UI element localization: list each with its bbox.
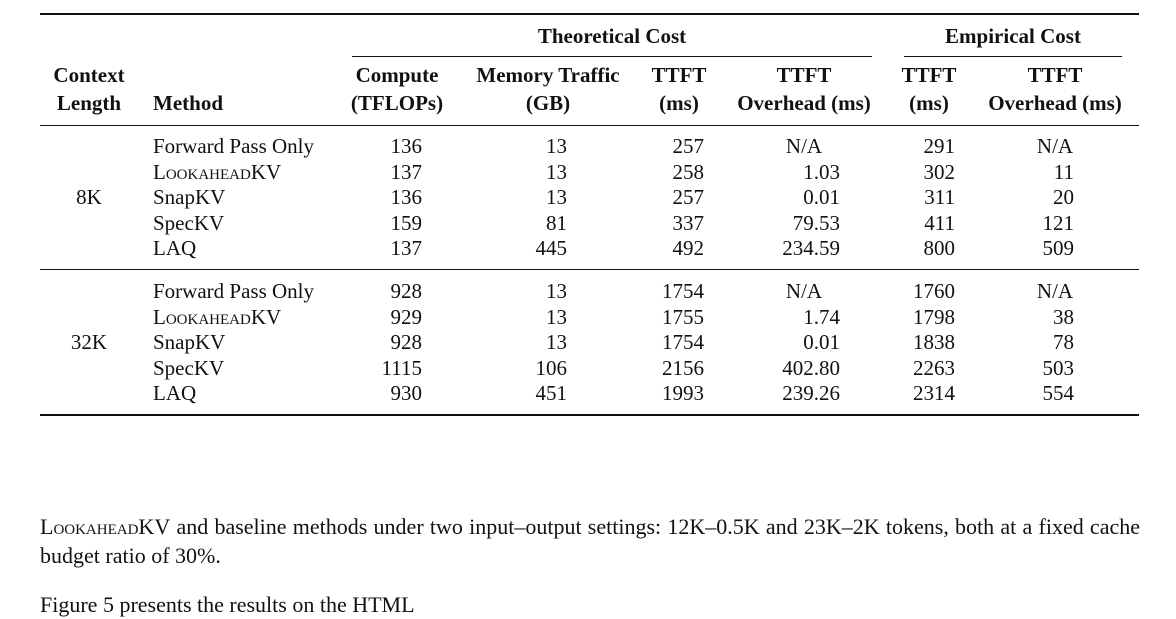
table-cell: 445	[535, 236, 568, 261]
column-header: Overhead (ms)	[988, 91, 1122, 115]
method-name: SpecKV	[153, 355, 225, 380]
table-cell: 79.53	[792, 210, 840, 235]
column-header: TTFT	[1027, 63, 1083, 87]
table-cell: 1760	[913, 279, 955, 303]
table-cell: 509	[1042, 236, 1075, 261]
table-cell: 492	[672, 236, 705, 261]
group-rule	[40, 269, 1139, 270]
table-cell: 1115	[381, 355, 422, 380]
table-cell: 234.59	[782, 236, 840, 261]
method-name: Forward Pass Only	[153, 134, 314, 158]
table-cell: 239.26	[782, 381, 840, 406]
bottom-rule	[40, 414, 1139, 416]
column-header: Memory Traffic	[476, 63, 620, 87]
table-cell: 930	[390, 381, 423, 406]
context-length: 32K	[70, 330, 108, 354]
method-name: SpecKV	[153, 210, 225, 235]
table-cell: 2263	[913, 355, 955, 380]
table-cell: 78	[1053, 330, 1074, 355]
column-header: TTFT	[651, 63, 707, 87]
table-cell: 13	[546, 185, 567, 210]
table-cell: 1754	[662, 279, 704, 303]
table-cell: 137	[390, 159, 423, 184]
table-cell: N/A	[1036, 279, 1074, 303]
table-cell: 503	[1042, 355, 1075, 380]
table-cell: 11	[1053, 159, 1074, 184]
column-header: (TFLOPs)	[350, 91, 444, 115]
column-header: TTFT	[901, 63, 957, 87]
table-cell: 929	[390, 304, 423, 329]
method-name: LookaheadKV	[40, 514, 171, 539]
table-cell: 1993	[662, 381, 704, 406]
column-header: (ms)	[659, 91, 699, 115]
table-cell: 257	[672, 185, 705, 210]
column-header: (GB)	[525, 91, 571, 115]
table-cell: 257	[672, 134, 705, 158]
table-cell: 302	[923, 159, 956, 184]
table-cell: 411	[924, 210, 955, 235]
table-cell: 13	[546, 159, 567, 184]
table-cell: 2156	[662, 355, 704, 380]
column-header: (ms)	[909, 91, 949, 115]
table-cell: 0.01	[803, 330, 840, 355]
table-cell: 13	[546, 134, 567, 158]
top-rule	[40, 13, 1139, 15]
table-cell: 0.01	[803, 185, 840, 210]
cmidrule-theoretical	[352, 56, 872, 57]
table-cell: 81	[546, 210, 567, 235]
table-cell: 159	[390, 210, 423, 235]
column-header: Compute	[355, 63, 439, 87]
method-name: SnapKV	[153, 330, 226, 355]
table-cell: 337	[672, 210, 705, 235]
column-header: Method	[153, 91, 223, 115]
method-name: LookaheadKV	[153, 304, 282, 329]
method-name: LAQ	[153, 236, 197, 261]
column-header: TTFT	[776, 63, 832, 87]
header-rule	[40, 125, 1139, 126]
table-cell: 1.74	[803, 304, 840, 329]
table-cell: 800	[923, 236, 956, 261]
context-length: 8K	[76, 185, 102, 209]
group-header-empirical: Empirical Cost	[945, 24, 1081, 48]
method-name: SnapKV	[153, 185, 226, 210]
table-cell: 311	[924, 185, 955, 210]
group-header-theoretical: Theoretical Cost	[537, 24, 687, 48]
table-cell: 2314	[913, 381, 955, 406]
table-cell: 106	[535, 355, 568, 380]
cmidrule-empirical	[904, 56, 1122, 57]
table-cell: N/A	[1036, 134, 1074, 158]
table-cell: 928	[390, 330, 423, 355]
table-cell: 291	[923, 134, 956, 158]
method-name: LookaheadKV	[153, 159, 282, 184]
table-cell: 20	[1053, 185, 1074, 210]
table-cell: 928	[390, 279, 423, 303]
table-cell: 121	[1042, 210, 1075, 235]
table-cell: N/A	[785, 279, 823, 303]
table-cell: 451	[535, 381, 568, 406]
table-cell: 13	[546, 304, 567, 329]
table-cell: 1.03	[803, 159, 840, 184]
table-cell: 554	[1042, 381, 1075, 406]
table-cell: 38	[1053, 304, 1074, 329]
table-cell: 1838	[913, 330, 955, 355]
table-cell: 136	[390, 134, 423, 158]
table-cell: 136	[390, 185, 423, 210]
body-paragraph: LookaheadKV and baseline methods under t…	[40, 512, 1140, 570]
column-header: Context	[53, 63, 125, 87]
body-paragraph-2: Figure 5 presents the results on the HTM…	[40, 592, 415, 617]
table-cell: 1798	[913, 304, 955, 329]
table-cell: 137	[390, 236, 423, 261]
table-cell: 1754	[662, 330, 704, 355]
paragraph-text: and baseline methods under two input–out…	[40, 514, 1140, 568]
table-cell: N/A	[785, 134, 823, 158]
column-header: Overhead (ms)	[737, 91, 871, 115]
table-cell: 1755	[662, 304, 704, 329]
table-cell: 402.80	[782, 355, 840, 380]
table-cell: 13	[546, 330, 567, 355]
method-name: Forward Pass Only	[153, 279, 314, 303]
table-cell: 258	[672, 159, 705, 184]
method-name: LAQ	[153, 381, 197, 406]
column-header: Length	[56, 91, 122, 115]
table-cell: 13	[546, 279, 567, 303]
